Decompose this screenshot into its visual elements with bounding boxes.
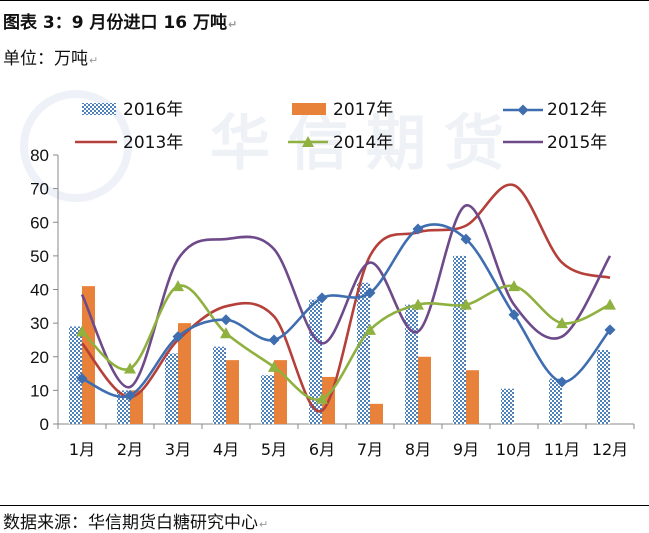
line-layer (76, 183, 616, 413)
paragraph-mark-icon: ↵ (259, 518, 269, 531)
bar-2016-7 (357, 282, 370, 424)
chart-title: 图表 3：9 月份进口 16 万吨↵ (3, 8, 237, 33)
y-tick-label: 30 (30, 314, 49, 333)
point-2012-4 (220, 314, 232, 326)
point-2012-6 (316, 292, 328, 304)
x-tick-label: 10月 (496, 440, 532, 459)
point-2012-8 (412, 223, 424, 235)
point-2014-8 (412, 298, 424, 310)
paragraph-mark-icon: ↵ (89, 54, 99, 67)
x-tick-label: 3月 (165, 440, 191, 459)
x-tick-label: 6月 (309, 440, 335, 459)
y-tick-label: 20 (30, 348, 49, 367)
point-2014-1 (76, 325, 88, 337)
point-2014-7 (364, 323, 376, 335)
point-2014-9 (460, 298, 472, 310)
bottom-rule (0, 505, 649, 506)
bar-2017-1 (82, 286, 95, 424)
legend-swatch-2017 (292, 103, 326, 115)
bar-2016-8 (405, 304, 418, 424)
axes: 0 10 20 30 40 50 60 70 80 1月 2月 3月 4月 5月 6月 7月 8月 9月 10月 11… (30, 146, 635, 459)
point-2012-10 (508, 309, 520, 321)
x-tick-label: 2月 (117, 440, 143, 459)
point-2012-7 (364, 287, 376, 299)
point-2014-3 (172, 280, 184, 292)
legend-label: 2013年 (123, 133, 183, 153)
bar-2016-10 (501, 388, 514, 424)
unit-label: 单位：万吨↵ (3, 44, 98, 69)
legend-label: 2015年 (547, 133, 607, 153)
unit-label-text: 单位：万吨 (3, 49, 88, 69)
legend-marker-2014 (302, 136, 314, 147)
y-tick-label: 10 (30, 381, 49, 400)
chart-canvas: 0 10 20 30 40 50 60 70 80 1月 2月 3月 4月 5月 6月 7月 8月 9月 10月 11… (30, 100, 635, 459)
x-tick-label: 9月 (453, 440, 479, 459)
legend-label: 2012年 (547, 100, 607, 120)
paragraph-mark-icon: ↵ (228, 18, 238, 31)
bar-2016-3 (165, 353, 178, 424)
bar-2016-5 (261, 375, 274, 424)
source-note: 数据来源：华信期货白糖研究中心↵ (3, 508, 268, 533)
point-2014-2 (124, 362, 136, 374)
point-2012-2 (124, 389, 136, 401)
bar-2016-4 (213, 346, 226, 424)
legend-swatch-2016 (82, 103, 116, 115)
point-2014-6 (316, 392, 328, 404)
point-2012-1 (76, 373, 88, 385)
legend-label: 2016年 (123, 100, 183, 120)
legend-label: 2014年 (333, 133, 393, 153)
point-2012-9 (460, 233, 472, 245)
bar-2017-7 (370, 403, 383, 424)
legend-label: 2017年 (333, 100, 393, 120)
x-tick-label: 12月 (592, 440, 628, 459)
watermark-seal (20, 90, 132, 202)
watermark-text: 华信期货 (210, 109, 522, 179)
top-rule (0, 0, 649, 1)
x-tick-label: 5月 (261, 440, 287, 459)
x-tick-label: 11月 (544, 440, 580, 459)
bar-2016-9 (453, 255, 466, 424)
legend-marker-2012 (517, 104, 529, 116)
legend: 2016年 2017年 2012年 2013年 2014年 2015年 (75, 100, 607, 153)
y-tick-label: 70 (30, 180, 49, 199)
y-tick-label: 60 (30, 213, 49, 232)
point-2014-11 (556, 317, 568, 329)
x-tick-label: 8月 (405, 440, 431, 459)
bar-2016-2 (117, 390, 130, 424)
y-tick-label: 40 (30, 281, 49, 300)
point-2012-12 (604, 324, 616, 336)
point-2012-5 (268, 334, 280, 346)
point-2012-11 (556, 376, 568, 388)
y-tick-label: 50 (30, 247, 49, 266)
point-2014-12 (604, 298, 616, 310)
chart-title-text: 图表 3：9 月份进口 16 万吨 (3, 13, 227, 33)
x-tick-label: 7月 (357, 440, 383, 459)
bar-2017-8 (418, 356, 431, 424)
bar-2017-4 (226, 360, 239, 424)
line-2013 (80, 183, 611, 413)
x-tick-label: 1月 (69, 440, 95, 459)
point-2014-5 (268, 360, 280, 372)
x-tick-label: 4月 (213, 440, 239, 459)
line-2015 (80, 204, 612, 389)
bar-2017-2 (130, 390, 143, 424)
source-note-text: 数据来源：华信期货白糖研究中心 (3, 513, 258, 533)
point-2012-3 (172, 331, 184, 343)
y-tick-label: 80 (30, 146, 49, 165)
bar-2016-6 (309, 299, 322, 424)
y-tick-label: 0 (40, 415, 49, 434)
point-2014-4 (220, 327, 232, 339)
bar-2017-3 (178, 323, 191, 424)
bar-2016-1 (69, 326, 82, 424)
point-2014-10 (508, 280, 520, 292)
bar-2017-9 (466, 370, 479, 424)
bar-2016-12 (597, 350, 610, 424)
bar-2016-11 (549, 378, 562, 424)
